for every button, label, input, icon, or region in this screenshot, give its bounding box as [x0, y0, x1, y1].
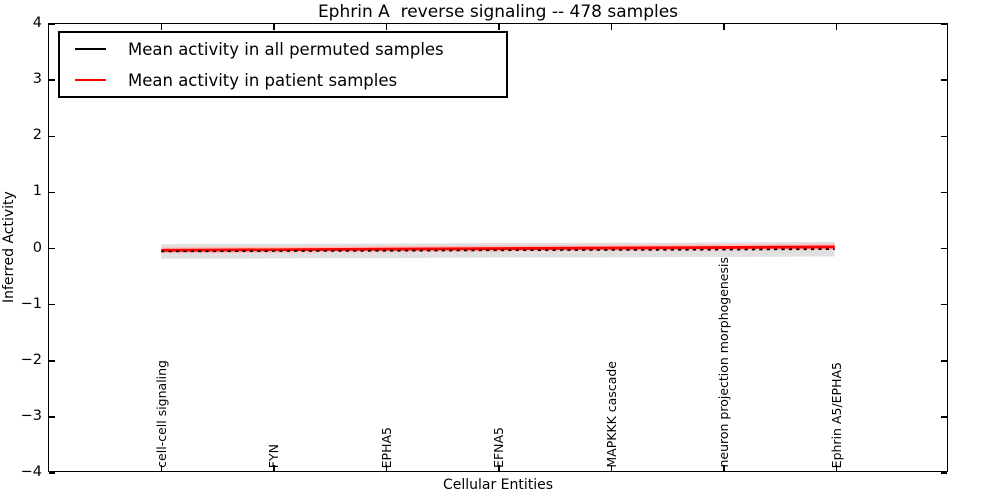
x-tick-label: cell-cell signaling — [153, 360, 169, 468]
chart-title: Ephrin A reverse signaling -- 478 sample… — [317, 2, 679, 22]
axis-tick — [941, 23, 947, 25]
legend-entry: Mean activity in all permuted samples — [60, 34, 506, 64]
axis-tick — [49, 247, 55, 250]
y-tick-label: −1 — [20, 295, 42, 312]
axis-tick — [498, 24, 500, 30]
x-tick-label: neuron projection morphogenesis — [716, 257, 731, 468]
legend-label: Mean activity in all permuted samples — [128, 39, 444, 59]
axis-tick — [835, 465, 838, 471]
axis-tick — [610, 465, 613, 471]
axis-tick — [941, 135, 947, 137]
axis-tick — [385, 465, 388, 471]
y-tick-label: 2 — [32, 127, 42, 144]
series-line — [161, 248, 835, 253]
axis-tick — [273, 465, 275, 471]
axis-tick — [273, 24, 275, 30]
axis-tick — [49, 303, 55, 306]
axis-tick — [723, 465, 725, 471]
axis-tick — [723, 24, 725, 30]
y-tick-label: 1 — [32, 183, 42, 200]
series-line — [161, 245, 835, 252]
axis-tick — [941, 472, 947, 474]
axis-tick — [49, 79, 55, 81]
y-tick-label: 4 — [32, 15, 42, 31]
chart-canvas — [161, 241, 835, 259]
axis-tick — [610, 24, 613, 30]
axis-tick — [941, 79, 947, 81]
axis-tick — [941, 416, 947, 418]
axis-tick — [49, 472, 55, 474]
axis-tick — [941, 360, 947, 362]
y-tick-label: −3 — [20, 407, 42, 424]
axis-tick — [49, 135, 55, 137]
y-tick-label: 0 — [32, 239, 42, 256]
y-tick-label: −4 — [20, 464, 42, 480]
x-tick-label: MAPKKK cascade — [603, 361, 619, 468]
y-tick-label: 3 — [32, 71, 42, 88]
axis-tick — [49, 23, 55, 25]
legend-box: Mean activity in all permuted samples Mea… — [58, 31, 508, 98]
x-axis-label: Cellular Entities — [442, 477, 554, 493]
legend-label: Mean activity in patient samples — [128, 70, 398, 90]
legend-line-swatch — [75, 79, 106, 81]
axis-tick — [385, 24, 388, 30]
legend-line-swatch — [75, 48, 106, 50]
axis-tick — [835, 24, 838, 30]
axis-tick — [941, 247, 947, 250]
axis-tick — [49, 360, 55, 362]
axis-tick — [160, 465, 163, 471]
axis-tick — [49, 416, 55, 418]
x-tick-label: Ephrin A5/EPHA5 — [828, 361, 844, 468]
x-tick-label: FYN — [266, 443, 281, 468]
legend-entry: Mean activity in patient samples — [60, 65, 506, 95]
axis-tick — [160, 24, 163, 30]
axis-tick — [941, 303, 947, 306]
axis-tick — [941, 191, 947, 194]
axis-tick — [498, 465, 500, 471]
x-tick-label: EPHA5 — [378, 426, 394, 468]
y-tick-label: −2 — [20, 351, 42, 368]
x-tick-label: EFNA5 — [491, 427, 506, 468]
axis-tick — [49, 191, 55, 194]
